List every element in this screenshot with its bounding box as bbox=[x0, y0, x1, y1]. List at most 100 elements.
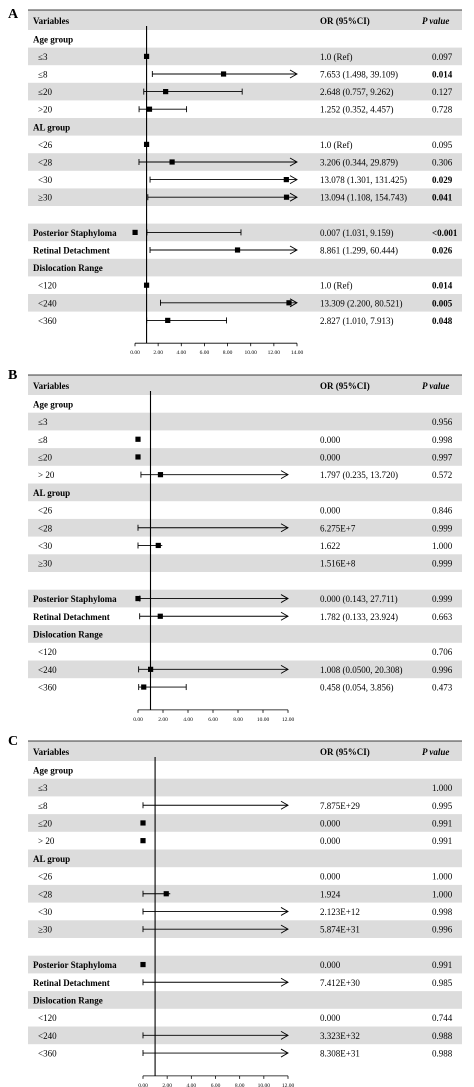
panel-c-header-band bbox=[28, 741, 462, 761]
panel-b-row-label: ≥30 bbox=[38, 559, 52, 569]
panel-a-header-band bbox=[28, 10, 462, 30]
panel-a-row-band bbox=[28, 47, 462, 66]
panel-c-point-estimate bbox=[140, 961, 146, 968]
panel-a-p-value: <0.001 bbox=[432, 228, 458, 238]
panel-a-p-value: 0.005 bbox=[432, 298, 453, 308]
panel-b-point-estimate bbox=[135, 454, 141, 460]
panel-c-x-tick-label: 8.00 bbox=[235, 1083, 245, 1087]
panel-a-point-estimate bbox=[163, 89, 169, 95]
panel-a-or-value: 1.252 (0.352, 4.457) bbox=[320, 105, 394, 115]
panel-b-point-estimate bbox=[141, 684, 147, 690]
panel-c-row-band bbox=[28, 814, 462, 832]
panel-c-ci-arrow bbox=[280, 907, 289, 916]
panel-b-or-value: 0.458 (0.054, 3.856) bbox=[320, 683, 394, 693]
panel-b-p-value: 0.846 bbox=[432, 506, 453, 516]
panel-a-row-label: <26 bbox=[38, 140, 53, 150]
panel-a-header-or: OR (95%CI) bbox=[320, 16, 370, 26]
panel-a-x-tick-label: 14.00 bbox=[291, 350, 304, 356]
panel-c-ci-arrow bbox=[280, 1030, 289, 1040]
panel-a-x-tick-label: 10.00 bbox=[245, 350, 258, 356]
panel-c-or-value: 0.000 bbox=[320, 872, 341, 882]
panel-c-header-or: OR (95%CI) bbox=[320, 747, 370, 757]
panel-a-ci-arrow bbox=[289, 69, 298, 79]
panel-b-x-tick-label: 8.00 bbox=[233, 717, 243, 723]
panel-b-ci-arrow bbox=[280, 594, 289, 603]
panel-b-p-value: 0.706 bbox=[432, 647, 453, 657]
panel-b-x-tick-label: 10.00 bbox=[257, 717, 270, 723]
panel-c-row-band bbox=[28, 955, 462, 974]
panel-c-p-value: 0.988 bbox=[432, 1049, 453, 1059]
panel-c-p-value: 0.988 bbox=[432, 1031, 453, 1041]
panel-c-or-value: 3.323E+32 bbox=[320, 1031, 360, 1041]
panel-c-p-value: 0.991 bbox=[432, 818, 452, 828]
panel-c-x-tick-label: 6.00 bbox=[211, 1083, 221, 1087]
panel-b-header-p: P value bbox=[422, 381, 449, 391]
panel-b-p-value: 0.572 bbox=[432, 470, 452, 480]
panel-b-p-value: 0.997 bbox=[432, 452, 453, 462]
panel-c-row-label: <120 bbox=[38, 1013, 57, 1023]
panel-b-or-value: 0.000 bbox=[320, 506, 341, 516]
panel-b-or-value: 0.000 bbox=[320, 435, 341, 445]
panel-b-row-label: <120 bbox=[38, 647, 57, 657]
panel-b-p-value: 1.000 bbox=[432, 541, 453, 551]
panel-b-point-estimate bbox=[157, 472, 164, 478]
panel-a-or-value: 13.094 (1.108, 154.743) bbox=[320, 193, 407, 203]
panel-a-ci-arrow bbox=[289, 157, 298, 167]
panel-b-ci-arrow bbox=[280, 611, 289, 621]
panel-c-row-label: <240 bbox=[38, 1031, 57, 1041]
panel-b-or-value: 1.782 (0.133, 23.924) bbox=[320, 612, 398, 622]
panel-c-row-label: > 20 bbox=[38, 836, 55, 846]
panel-c-ci-arrow bbox=[280, 800, 289, 810]
panel-b-x-tick-label: 0.00 bbox=[133, 717, 143, 723]
panel-c-letter: C bbox=[8, 734, 18, 749]
panel-a-p-value: 0.029 bbox=[432, 175, 453, 185]
panel-b-or-value: 1.797 (0.235, 13.720) bbox=[320, 470, 398, 480]
panel-a-row-band bbox=[28, 258, 462, 277]
panel-b-p-value: 0.999 bbox=[432, 594, 453, 604]
panel-a-row-label: ≤20 bbox=[38, 87, 52, 97]
panel-a-or-value: 3.206 (0.344, 29.879) bbox=[320, 158, 398, 168]
panel-c-p-value: 0.985 bbox=[432, 978, 453, 988]
panel-c-or-value: 2.123E+12 bbox=[320, 907, 360, 917]
panel-b-row-band bbox=[28, 554, 462, 572]
panel-a-p-value: 0.014 bbox=[432, 70, 453, 80]
panel-a-point-estimate bbox=[234, 247, 241, 253]
panel-a-row-label: ≥30 bbox=[38, 193, 52, 203]
panel-c-row-label: Retinal Detachment bbox=[33, 978, 110, 988]
panel-c-row-label: <28 bbox=[38, 889, 53, 899]
panel-a-x-tick-label: 4.00 bbox=[176, 350, 186, 356]
panel-c-x-tick-label: 12.00 bbox=[282, 1083, 295, 1087]
panel-b-group-label: Dislocation Range bbox=[33, 629, 103, 639]
panel-c-p-value: 0.996 bbox=[432, 925, 453, 935]
panel-c-point-estimate bbox=[163, 891, 169, 897]
panel-a-or-value: 2.648 (0.757, 9.262) bbox=[320, 87, 394, 97]
panel-b-point-estimate bbox=[135, 436, 141, 442]
panel-a-ci-arrow bbox=[289, 245, 298, 255]
panel-c-or-value: 0.000 bbox=[320, 836, 341, 846]
panel-b-p-value: 0.473 bbox=[432, 683, 453, 693]
panel-c-or-value: 5.874E+31 bbox=[320, 925, 360, 935]
panel-b-x-tick-label: 12.00 bbox=[282, 717, 295, 723]
panel-a-group-label: Dislocation Range bbox=[33, 263, 103, 273]
panel-a-or-value: 0.007 (1.031, 9.159) bbox=[320, 228, 394, 238]
panel-a-point-estimate bbox=[146, 106, 153, 112]
panel-a-point-estimate bbox=[169, 159, 175, 165]
panel-c-row-band bbox=[28, 884, 462, 903]
panel-b-row-label: <26 bbox=[38, 506, 53, 516]
panel-a-point-estimate bbox=[283, 177, 289, 183]
panel-a-or-value: 8.861 (1.299, 60.444) bbox=[320, 246, 398, 256]
panel-b-or-value: 1.516E+8 bbox=[320, 559, 356, 569]
panel-a-group-label: AL group bbox=[33, 122, 70, 132]
panel-b-or-value: 1.622 bbox=[320, 541, 340, 551]
panel-b-ci-arrow bbox=[280, 470, 289, 480]
panel-c-p-value: 0.991 bbox=[432, 836, 452, 846]
panel-b-header-variables: Variables bbox=[33, 381, 70, 391]
panel-b-row-band bbox=[28, 483, 462, 502]
panel-b-x-tick-label: 4.00 bbox=[183, 717, 193, 723]
panel-a-or-value: 1.0 (Ref) bbox=[320, 140, 353, 150]
panel-a-x-tick-label: 6.00 bbox=[200, 350, 210, 356]
panel-a-p-value: 0.026 bbox=[432, 246, 453, 256]
panel-a-point-estimate bbox=[220, 71, 227, 77]
panel-a-point-estimate bbox=[286, 300, 292, 306]
panel-b-group-label: Age group bbox=[33, 399, 73, 409]
